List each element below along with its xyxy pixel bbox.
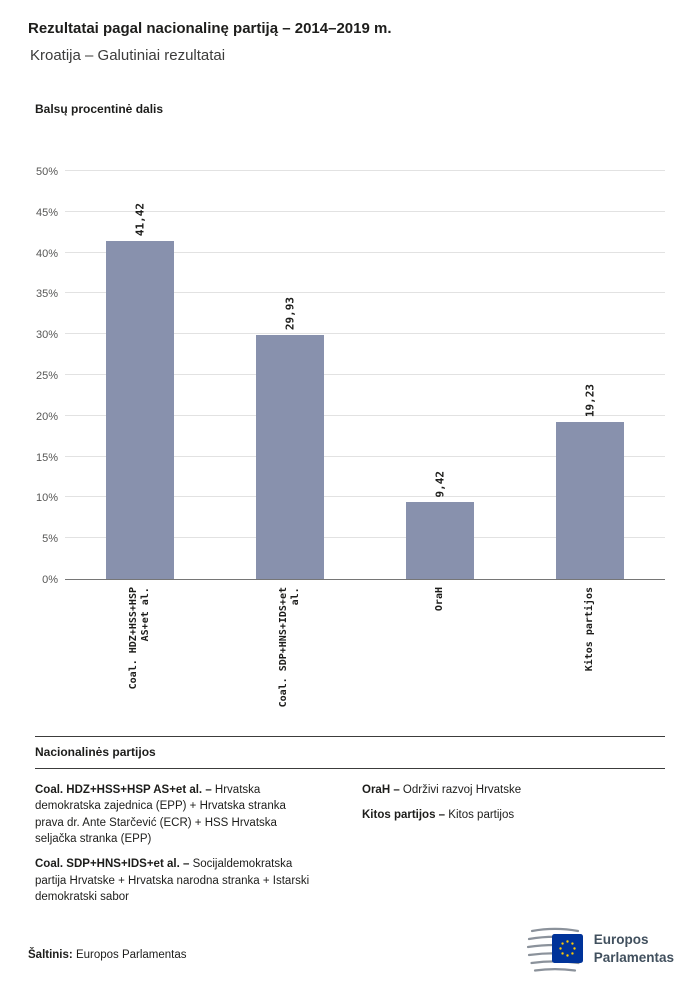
legend-term: Coal. SDP+HNS+IDS+et al. – (35, 858, 190, 871)
gridline (65, 374, 665, 375)
gridline (65, 251, 665, 253)
y-tick-label: 5% (42, 533, 58, 546)
y-tick-label: 50% (35, 166, 58, 178)
ep-logo: Europos Parlamentas (525, 926, 674, 972)
page-subtitle: Kroatija – Galutiniai rezultatai (30, 47, 226, 64)
y-tick-label: 30% (35, 329, 58, 342)
bar-4 (556, 422, 624, 579)
ep-logo-text-line2: Parlamentas (593, 950, 674, 965)
y-tick-label: 45% (35, 206, 58, 219)
y-tick-label: 20% (35, 410, 58, 423)
eu-flag (551, 934, 583, 963)
source-value: Europos Parlamentas (75, 949, 187, 961)
bar-value-label: 19,23 (583, 383, 597, 418)
plot-area: 41,42 29,93 9,42 19,23 (65, 170, 665, 580)
x-tick-label: Coal. SDP+HNS+IDS+et al. (278, 587, 301, 708)
ep-logo-text: Europos Parlamentas (594, 931, 674, 966)
ep-hemicycle-icon (526, 927, 583, 972)
legend-definition: Hrvatska demokratska zajednica (EPP) + H… (35, 784, 286, 845)
legend-entry: Kitos partijos – Kitos partijos (362, 807, 665, 823)
bar-1 (106, 241, 174, 579)
y-axis: 0% 5% 10% 15% 20% 25% 30% 35% 40% 45% 50% (0, 166, 58, 586)
y-tick-label: 25% (35, 370, 58, 382)
legend-entry: OraH – Održivi razvoj Hrvatske (362, 782, 665, 798)
legend-entry: Coal. SDP+HNS+IDS+et al. – Socijaldemokr… (35, 856, 362, 905)
legend-term: OraH – (362, 784, 400, 796)
ep-logo-text-line1: Europos (593, 932, 649, 948)
y-tick-label: 35% (35, 288, 58, 301)
x-tick-label: Coal. HDZ+HSS+HSP AS+et al. (128, 587, 151, 690)
gridline (65, 210, 665, 212)
legend-column-left: Coal. HDZ+HSS+HSP AS+et al. – Hrvatska d… (35, 782, 362, 914)
bar-3 (406, 502, 474, 579)
source-line: Šaltinis: Europos Parlamentas (28, 949, 187, 961)
legend-definition: Kitos partijos (448, 809, 515, 822)
legend-body: Coal. HDZ+HSS+HSP AS+et al. – Hrvatska d… (35, 769, 665, 914)
legend-heading: Nacionalinės partijos (35, 737, 665, 769)
y-tick-label: 40% (35, 247, 58, 260)
source-label: Šaltinis: (28, 949, 73, 961)
y-tick-label: 10% (35, 492, 58, 505)
y-tick-label: 15% (35, 451, 58, 464)
gridline (65, 333, 665, 335)
x-axis: Coal. HDZ+HSS+HSP AS+et al. Coal. SDP+HNS… (65, 581, 665, 733)
y-tick-label: 0% (42, 574, 58, 586)
bar-value-label: 9,42 (433, 470, 447, 498)
gridline (65, 537, 665, 539)
legend-term: Kitos partijos – (362, 809, 446, 822)
legend-entry: Coal. HDZ+HSS+HSP AS+et al. – Hrvatska d… (35, 782, 362, 847)
legend-definition: Socijaldemokratska partija Hrvatske + Hr… (35, 858, 310, 903)
gridline (65, 292, 665, 294)
legend-section: Nacionalinės partijos Coal. HDZ+HSS+HSP … (35, 736, 665, 914)
bar-value-label: 41,42 (133, 202, 147, 237)
bar-2 (256, 334, 324, 579)
gridline (65, 170, 665, 171)
gridline (65, 496, 665, 498)
legend-definition: Održivi razvoj Hrvatske (402, 784, 522, 796)
x-tick-label: Kitos partijos (584, 587, 595, 672)
legend-term: Coal. HDZ+HSS+HSP AS+et al. – (35, 784, 212, 796)
page-title: Rezultatai pagal nacionalinę partiją – 2… (28, 20, 392, 37)
x-tick-label: OraH (434, 587, 445, 612)
bar-value-label: 29,93 (283, 296, 297, 330)
gridline (65, 414, 665, 416)
legend-column-right: OraH – Održivi razvoj Hrvatske Kitos par… (362, 782, 665, 914)
chart-title: Balsų procentinė dalis (35, 102, 164, 116)
eu-flag-stars (559, 940, 576, 957)
gridline (65, 455, 665, 457)
